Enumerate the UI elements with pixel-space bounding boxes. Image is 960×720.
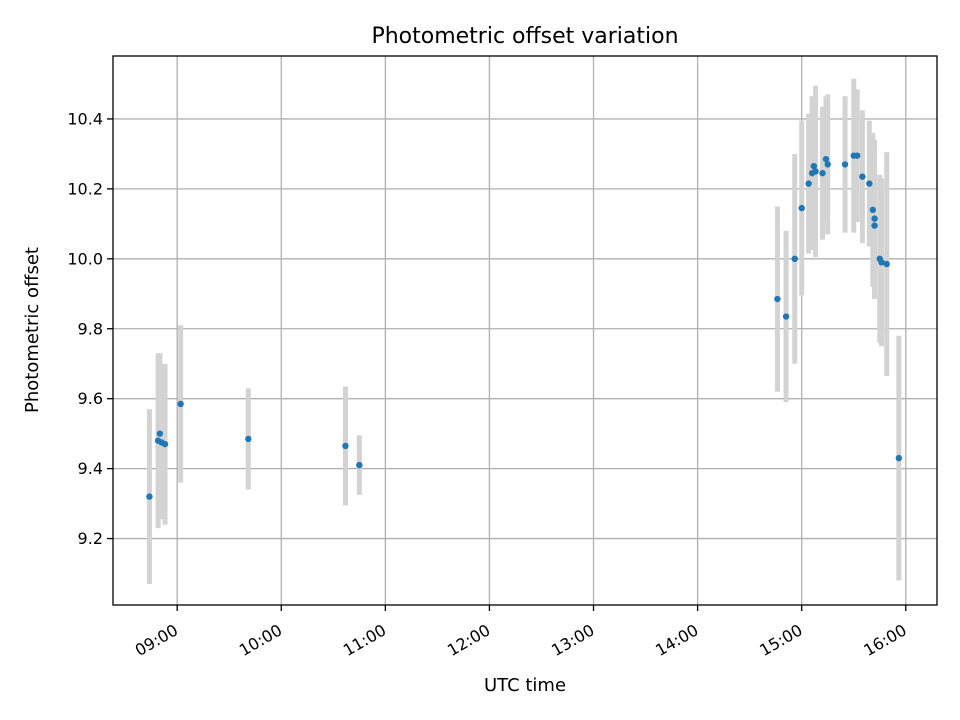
x-tick-label: 09:00 bbox=[132, 620, 181, 660]
y-axis-label: Photometric offset bbox=[22, 247, 43, 413]
x-tick-label: 11:00 bbox=[340, 620, 389, 660]
data-point bbox=[859, 173, 866, 180]
y-tick-label: 10.4 bbox=[67, 109, 103, 128]
x-tick-label: 15:00 bbox=[756, 620, 805, 660]
y-axis-ticks: 9.2 9.4 9.6 9.8 10.0 10.2 10.4 bbox=[67, 109, 113, 548]
x-axis-ticks: 09:00 10:00 11:00 12:00 13:00 14:00 15:00 16:00 bbox=[132, 605, 910, 660]
x-tick-label: 14:00 bbox=[652, 620, 701, 660]
y-tick-label: 9.2 bbox=[78, 529, 103, 548]
data-point bbox=[822, 155, 830, 163]
data-point bbox=[161, 440, 169, 448]
y-tick-label: 9.8 bbox=[78, 319, 103, 338]
error-bars bbox=[146, 78, 902, 585]
data-point bbox=[342, 442, 349, 450]
plot-frame bbox=[112, 55, 938, 606]
data-point bbox=[774, 295, 781, 303]
data-point bbox=[177, 400, 184, 408]
data-point bbox=[156, 430, 164, 437]
x-tick-label: 10:00 bbox=[236, 620, 285, 660]
data-point bbox=[805, 180, 812, 187]
data-point bbox=[866, 180, 873, 187]
data-point bbox=[869, 206, 877, 214]
data-point bbox=[824, 161, 831, 168]
data-point bbox=[798, 204, 805, 212]
data-point bbox=[245, 435, 252, 443]
x-axis-label: UTC time bbox=[484, 675, 566, 696]
data-point bbox=[356, 461, 363, 469]
data-point bbox=[791, 255, 798, 263]
y-tick-label: 9.4 bbox=[78, 459, 103, 478]
data-point bbox=[810, 162, 818, 170]
data-point bbox=[895, 454, 903, 462]
y-tick-label: 9.6 bbox=[78, 389, 103, 408]
data-point bbox=[841, 161, 849, 168]
chart-title: Photometric offset variation bbox=[371, 24, 678, 49]
data-point bbox=[871, 215, 878, 222]
data-point bbox=[812, 168, 819, 175]
data-point bbox=[854, 152, 861, 159]
data-points bbox=[146, 152, 903, 500]
data-point bbox=[871, 222, 878, 229]
y-tick-label: 10.2 bbox=[67, 179, 103, 198]
data-point bbox=[146, 493, 153, 500]
x-tick-label: 16:00 bbox=[860, 620, 909, 660]
x-tick-label: 13:00 bbox=[548, 620, 597, 660]
data-point bbox=[782, 313, 790, 320]
y-tick-label: 10.0 bbox=[67, 249, 103, 268]
data-point bbox=[819, 169, 826, 177]
data-point bbox=[878, 259, 885, 266]
data-point bbox=[883, 260, 890, 268]
x-tick-label: 12:00 bbox=[444, 620, 493, 660]
